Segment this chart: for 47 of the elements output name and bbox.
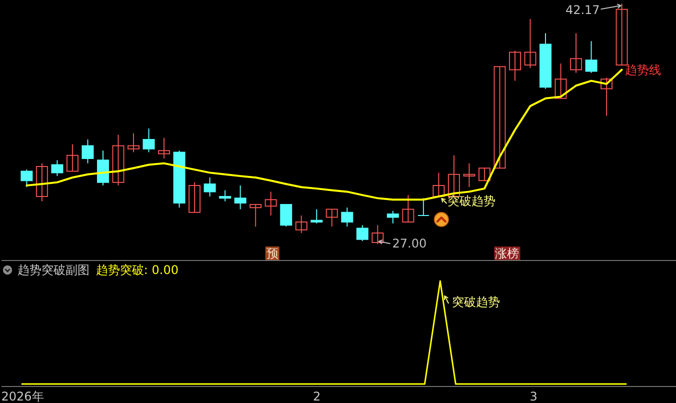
candlestick [356, 224, 368, 242]
candlestick [280, 204, 292, 228]
series-label: 趋势线 [624, 62, 661, 77]
candlestick [142, 128, 155, 153]
chart-title: 趋势突破副图 [18, 263, 90, 277]
candlestick [112, 134, 124, 186]
candlestick [188, 182, 201, 213]
candlestick [478, 168, 490, 182]
x-tick-label: 2026年 [1, 390, 44, 403]
candlestick [524, 18, 536, 69]
x-tick-label: 3 [530, 390, 538, 403]
candlestick [82, 139, 94, 164]
candlestick [386, 210, 399, 224]
candlestick [432, 172, 445, 198]
candlestick [585, 40, 598, 74]
candlestick [219, 190, 232, 202]
candlestick [36, 162, 48, 202]
candlestick [20, 169, 33, 188]
candlestick [600, 77, 613, 116]
candlestick [128, 132, 140, 153]
candlestick [264, 191, 277, 216]
candlestick [51, 160, 64, 177]
candlestick [494, 66, 506, 169]
annotation: 42.17 [565, 3, 600, 18]
candlestick [372, 224, 384, 245]
candlestick [158, 137, 170, 159]
candlestick [66, 144, 78, 172]
annotation: 27.00 [392, 236, 427, 251]
candlestick [570, 32, 582, 74]
candlestick [310, 208, 323, 224]
candlestick [341, 207, 354, 228]
candlestick [402, 194, 414, 222]
annotation: 突破趋势 [452, 294, 500, 309]
candlestick [295, 215, 308, 234]
candlestick [508, 50, 521, 82]
candlestick [204, 177, 216, 198]
candlestick [616, 3, 628, 66]
candlestick [234, 184, 246, 210]
candlestick [250, 204, 262, 228]
candlestick [326, 208, 338, 228]
x-tick-label: 2 [312, 390, 321, 403]
candlestick [96, 150, 109, 186]
annotation: 突破趋势 [448, 194, 496, 208]
candlestick [463, 162, 476, 188]
text: 趋势突破: 0.00 [96, 263, 178, 277]
candlestick [417, 198, 430, 216]
candlestick [554, 62, 567, 99]
